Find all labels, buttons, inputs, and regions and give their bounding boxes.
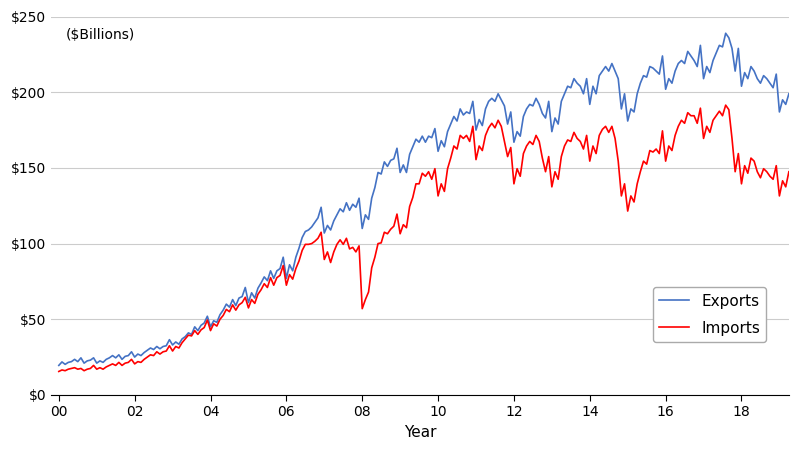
Imports	[54, 369, 64, 374]
Exports	[114, 352, 124, 358]
X-axis label: Year: Year	[404, 425, 436, 440]
Imports	[784, 169, 794, 175]
Exports	[721, 31, 730, 36]
Imports	[765, 174, 774, 179]
Exports	[54, 363, 64, 368]
Imports	[120, 360, 130, 366]
Imports	[282, 282, 291, 288]
Imports	[114, 360, 124, 365]
Exports	[765, 80, 774, 86]
Imports	[155, 351, 165, 357]
Exports	[784, 91, 794, 97]
Exports	[244, 300, 254, 305]
Exports	[282, 276, 291, 281]
Line: Imports: Imports	[59, 105, 789, 372]
Text: ($Billions): ($Billions)	[66, 28, 135, 42]
Exports	[155, 346, 165, 351]
Line: Exports: Exports	[59, 33, 789, 365]
Imports	[244, 305, 254, 311]
Imports	[721, 102, 730, 108]
Legend: Exports, Imports: Exports, Imports	[653, 287, 766, 342]
Exports	[120, 354, 130, 359]
